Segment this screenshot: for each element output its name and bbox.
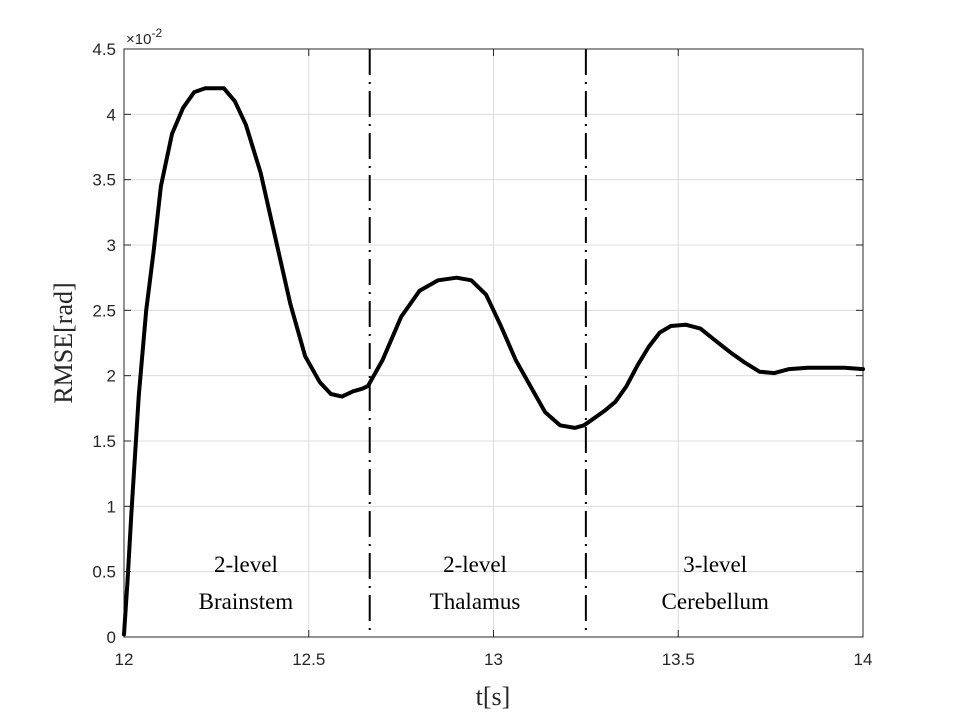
x-tick-label: 13.5 [662, 650, 695, 669]
x-tick-label: 12.5 [292, 650, 325, 669]
y-tick-label: 2.5 [92, 301, 116, 320]
x-axis-label: t[s] [476, 682, 511, 711]
y-axis-multiplier: ×10-2 [126, 26, 162, 48]
region-dividers [368, 49, 587, 637]
y-tick-label: 1 [107, 497, 116, 516]
y-tick-label: 3.5 [92, 171, 116, 190]
region-level-label: 2-level [443, 552, 507, 577]
x-tick-label: 12 [115, 650, 134, 669]
region-name-label: Cerebellum [662, 589, 769, 614]
region-name-label: Brainstem [199, 589, 294, 614]
rmse-series-line [122, 86, 865, 637]
y-axis-ticks: 0 0.5 1 1.5 2 2.5 3 3.5 4 4.5 [92, 40, 863, 647]
region-name-label: Thalamus [430, 589, 521, 614]
region-annotations: 2-level Brainstem 2-level Thalamus 3-level Ce… [199, 552, 769, 614]
y-tick-label: 1.5 [92, 432, 116, 451]
y-tick-label: 0 [107, 628, 116, 647]
y-tick-label: 4.5 [92, 40, 116, 59]
x-axis-ticks: 12 12.5 13 13.5 14 [115, 49, 873, 669]
x-tick-label: 14 [854, 650, 873, 669]
region-level-label: 2-level [214, 552, 278, 577]
y-tick-label: 4 [107, 105, 116, 124]
y-tick-label: 0.5 [92, 563, 116, 582]
y-axis-label: RMSE[rad] [49, 282, 78, 403]
y-tick-label: 2 [107, 367, 116, 386]
region-level-label: 3-level [683, 552, 747, 577]
x-tick-label: 13 [484, 650, 503, 669]
y-tick-label: 3 [107, 236, 116, 255]
